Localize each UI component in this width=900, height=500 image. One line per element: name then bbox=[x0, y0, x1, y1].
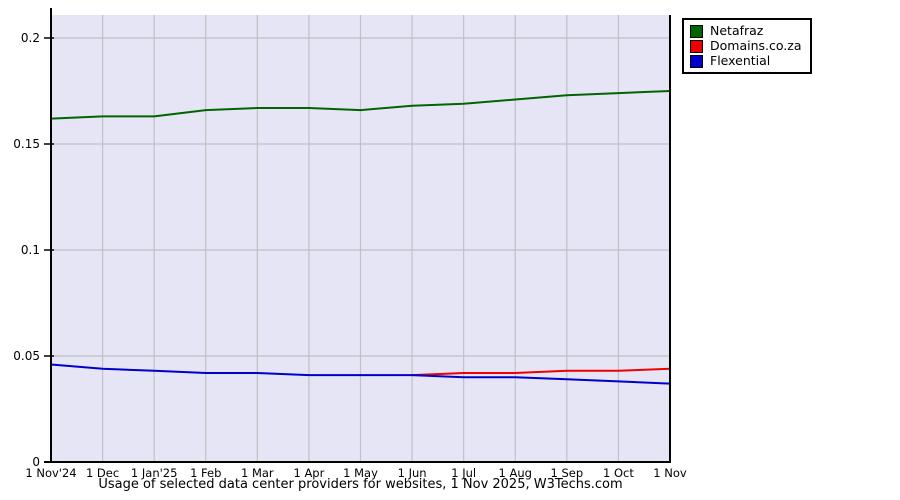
x-tick-label: 1 Nov'24 bbox=[25, 466, 77, 480]
x-tick-label: 1 Dec bbox=[85, 466, 120, 480]
series-line-netafraz bbox=[50, 90, 671, 120]
x-tick-label: 1 Aug bbox=[498, 466, 532, 480]
y-tick-label: 0.05 bbox=[13, 349, 40, 363]
series-line-domains-co-za bbox=[411, 367, 671, 377]
x-tick-label: 1 Sep bbox=[550, 466, 584, 480]
legend-entry: Netafraz bbox=[690, 24, 802, 38]
legend: Netafraz Domains.co.za Flexential bbox=[682, 18, 812, 74]
x-tick-label: 1 Nov bbox=[653, 466, 687, 480]
legend-entry: Flexential bbox=[690, 54, 802, 68]
legend-label: Netafraz bbox=[710, 23, 764, 38]
y-tick-label: 0.2 bbox=[20, 31, 40, 45]
series-line-flexential bbox=[50, 363, 671, 385]
y-tick-label: 0 bbox=[32, 455, 40, 469]
legend-swatch-domains-co-za bbox=[690, 39, 703, 53]
x-tick-label: 1 Jan'25 bbox=[130, 466, 178, 480]
x-tick-label: 1 Mar bbox=[240, 466, 274, 480]
y-tick-label: 0.1 bbox=[20, 243, 40, 257]
x-tick-label: 1 Jun bbox=[397, 466, 427, 480]
legend-entry: Domains.co.za bbox=[690, 39, 802, 53]
y-tick-label: 0.15 bbox=[13, 137, 40, 151]
legend-label: Domains.co.za bbox=[710, 38, 802, 53]
x-tick-label: 1 May bbox=[343, 466, 378, 480]
x-tick-label: 1 Jul bbox=[451, 466, 477, 480]
x-tick-label: 1 Oct bbox=[602, 466, 634, 480]
legend-swatch-flexential bbox=[690, 54, 703, 68]
x-tick-label: 1 Feb bbox=[190, 466, 222, 480]
legend-swatch-netafraz bbox=[690, 24, 703, 38]
x-tick-label: 1 Apr bbox=[293, 466, 325, 480]
chart-title: Usage of selected data center providers … bbox=[98, 477, 623, 492]
legend-label: Flexential bbox=[710, 53, 771, 68]
